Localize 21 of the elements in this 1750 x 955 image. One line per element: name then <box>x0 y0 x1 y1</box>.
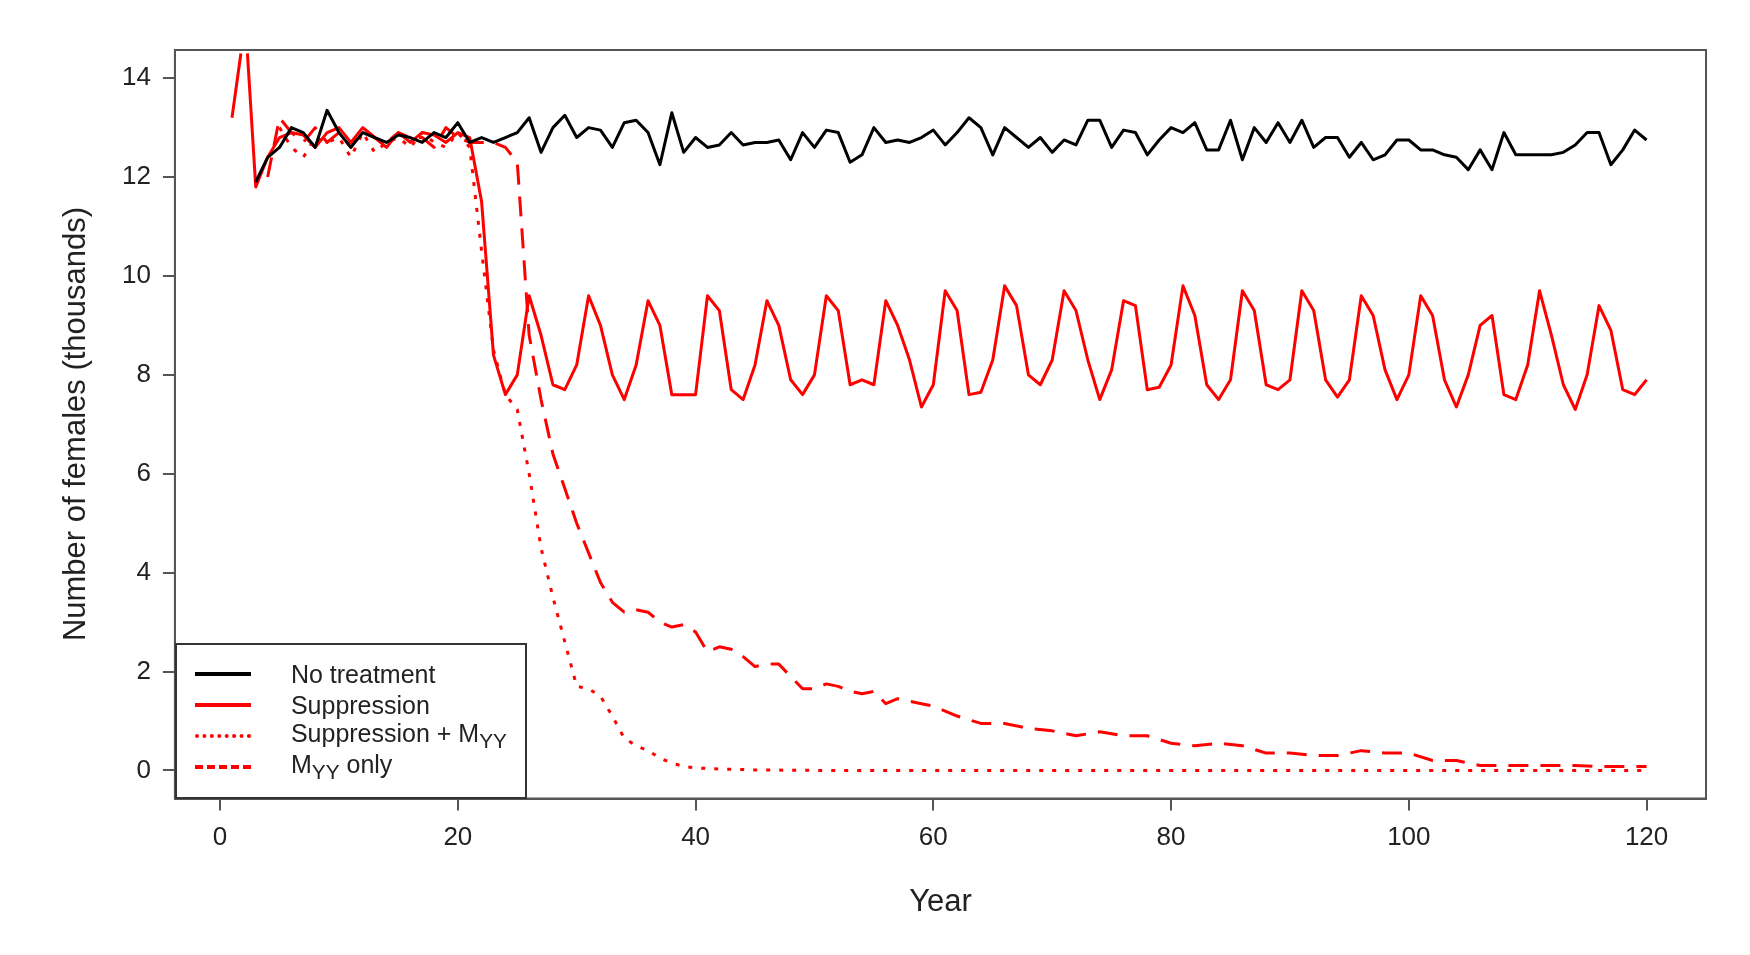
x-tick-label: 100 <box>1387 821 1431 852</box>
y-tick-label: 8 <box>136 358 151 389</box>
y-axis-title: Number of females (thousands) <box>57 207 94 642</box>
x-tick-label: 0 <box>212 821 228 852</box>
y-tick-label: 14 <box>122 61 151 92</box>
y-tick-label: 10 <box>122 259 151 290</box>
y-tick-label: 0 <box>136 753 151 784</box>
x-tick-label: 20 <box>443 821 473 852</box>
y-tick-label: 4 <box>136 555 151 586</box>
y-tick-label: 2 <box>136 654 151 685</box>
legend-label: Suppression + M$_{YY}$ <box>290 719 507 753</box>
x-tick-label: 80 <box>1156 821 1186 852</box>
legend-label: Suppression <box>290 690 430 720</box>
legend-label: No treatment <box>290 659 436 689</box>
x-tick-label: 120 <box>1624 821 1669 852</box>
x-axis-title: Year <box>909 882 972 918</box>
x-tick-label: 60 <box>918 821 948 852</box>
legend-label: M$_{YY}$ only <box>290 750 393 785</box>
x-tick-label: 40 <box>681 821 711 852</box>
y-tick-label: 6 <box>136 456 151 487</box>
y-tick-label: 12 <box>122 160 151 191</box>
